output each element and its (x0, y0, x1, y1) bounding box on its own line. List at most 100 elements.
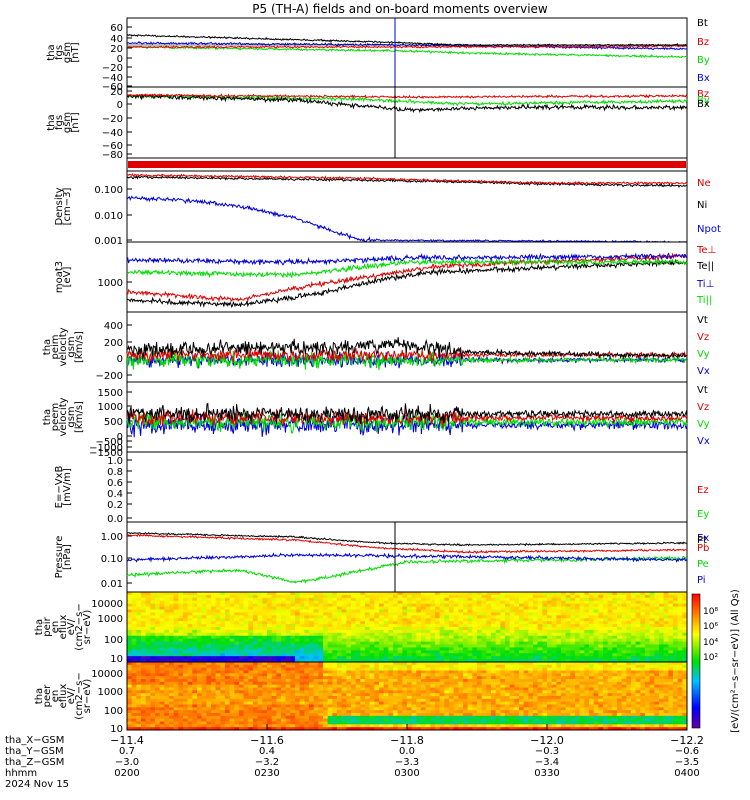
spectrogram-cell (332, 641, 338, 645)
spectrogram-cell (631, 592, 637, 596)
spectrogram-cell (477, 704, 483, 708)
spectrogram-cell (155, 594, 161, 599)
spectrogram-cell (337, 676, 343, 680)
spectrogram-cell (453, 673, 459, 677)
spectrogram-cell (267, 664, 273, 669)
spectrogram-cell (383, 627, 389, 631)
spectrogram-cell (626, 624, 632, 628)
spectrogram-cell (257, 693, 263, 697)
spectrogram-cell (528, 594, 534, 599)
spectrogram-cell (220, 684, 226, 688)
spectrogram-cell (491, 681, 497, 686)
spectrogram-cell (495, 647, 501, 651)
spectrogram-cell (145, 721, 151, 725)
spectrogram-cell (276, 727, 282, 731)
spectrogram-cell (225, 653, 231, 657)
spectrogram-cell (369, 644, 375, 648)
spectrogram-cell (551, 603, 557, 608)
spectrogram-cell (127, 606, 133, 610)
spectrogram-cell (332, 693, 338, 697)
spectrogram-cell (299, 673, 305, 677)
spectrogram-cell (178, 656, 184, 660)
spectrogram-cell (495, 670, 501, 674)
spectrogram-cell (509, 656, 515, 660)
spectrogram-cell (267, 635, 273, 640)
spectrogram-cell (467, 718, 473, 722)
spectrogram-cell (351, 701, 357, 705)
spectrogram-cell (299, 662, 305, 666)
spectrogram-cell (407, 684, 413, 688)
spectrogram-cell (131, 727, 137, 731)
spectrogram-cell (262, 606, 268, 610)
spectrogram-cell (463, 653, 469, 657)
spectrogram-cell (407, 662, 413, 666)
spectrogram-cell (453, 592, 459, 596)
spectrogram-cell (155, 721, 161, 725)
spectrogram-cell (127, 710, 133, 714)
spectrogram-cell (360, 597, 366, 602)
spectrogram-cell (365, 670, 371, 674)
spectrogram-cell (383, 684, 389, 688)
panel-ylabel: peim (50, 334, 61, 359)
spectrogram-cell (435, 621, 441, 625)
spectrogram-cell (477, 647, 483, 651)
spectrogram-cell (467, 615, 473, 619)
spectrogram-cell (355, 715, 361, 720)
spectrogram-cell (341, 704, 347, 708)
spectrogram-cell (304, 667, 310, 671)
spectrogram-cell (183, 676, 189, 680)
spectrogram-cell (477, 724, 483, 728)
spectrogram-cell (304, 621, 310, 625)
spectrogram-cell (551, 597, 557, 602)
spectrogram-cell (388, 597, 394, 602)
spectrogram-cell (365, 718, 371, 722)
spectrogram-cell (593, 635, 599, 640)
spectrogram-cell (323, 627, 329, 631)
spectrogram-cell (351, 713, 357, 717)
spectrogram-cell (481, 603, 487, 608)
spectrogram-cell (178, 701, 184, 705)
spectrogram-cell (337, 627, 343, 631)
spectrogram-cell (477, 721, 483, 725)
spectrogram-cell (281, 659, 287, 663)
spectrogram-cell (145, 727, 151, 731)
spectrogram-cell (449, 713, 455, 717)
spectrogram-cell (323, 687, 329, 691)
spectrogram-cell (411, 609, 417, 613)
spectrogram-cell (491, 618, 497, 622)
spectrogram-cell (267, 641, 273, 645)
y-tick-label: 1500 (98, 388, 123, 399)
spectrogram-cell (584, 638, 590, 643)
spectrogram-cell (351, 684, 357, 688)
spectrogram-cell (673, 603, 679, 608)
spectrogram-cell (141, 679, 147, 683)
spectrogram-cell (159, 656, 165, 660)
spectrogram-cell (673, 592, 679, 596)
legend-entry: Vy (697, 419, 710, 430)
spectrogram-cell (225, 629, 231, 634)
spectrogram-cell (556, 641, 562, 645)
spectrogram-cell (187, 673, 193, 677)
spectrogram-cell (271, 641, 277, 645)
spectrogram-cell (253, 627, 259, 631)
spectrogram-cell (299, 638, 305, 643)
spectrogram-cell (332, 721, 338, 725)
spectrogram-cell (477, 653, 483, 657)
spectrogram-cell (467, 687, 473, 691)
spectrogram-cell (173, 647, 179, 651)
spectrogram-cell (281, 621, 287, 625)
spectrogram-cell (341, 653, 347, 657)
spectrogram-cell (631, 618, 637, 622)
spectrogram-cell (565, 618, 571, 622)
spectrogram-cell (365, 659, 371, 663)
spectrogram-cell (383, 632, 389, 637)
spectrogram-cell (220, 653, 226, 657)
spectrogram-cell (323, 679, 329, 683)
spectrogram-cell (393, 629, 399, 634)
spectrogram-cell (397, 693, 403, 697)
spectrogram-cell (145, 656, 151, 660)
spectrogram-cell (257, 600, 263, 605)
spectrogram-cell (206, 653, 212, 657)
spectrogram-cell (355, 629, 361, 634)
